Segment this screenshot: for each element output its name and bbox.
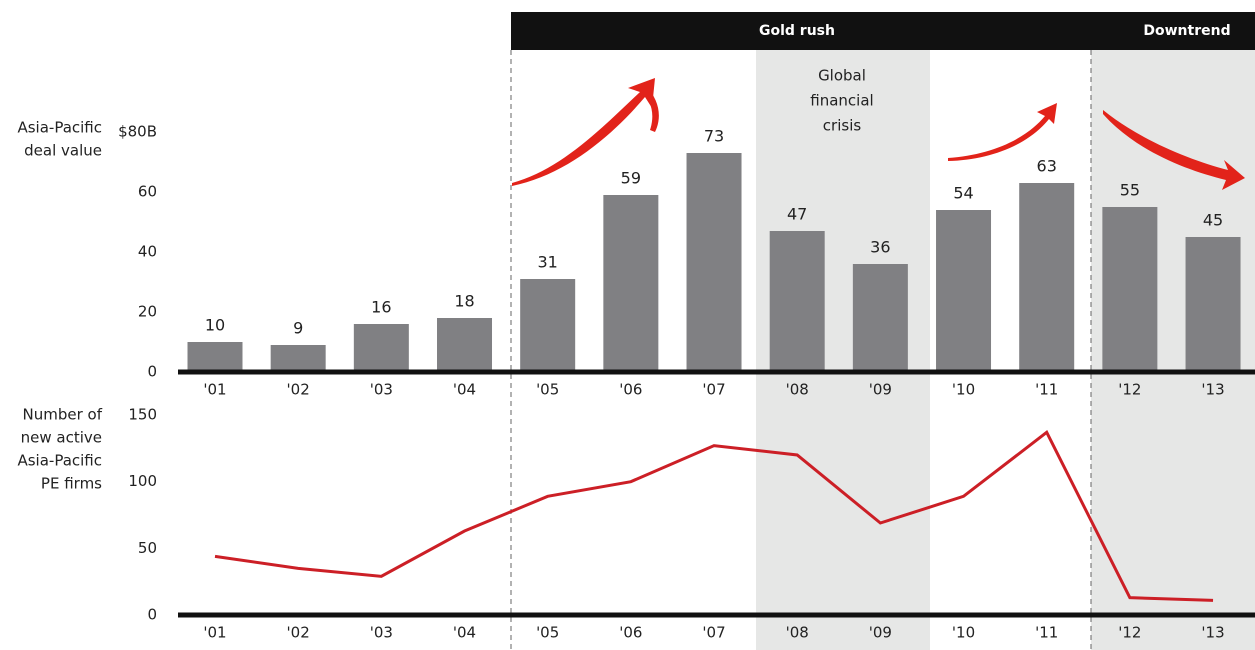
x-tick-label: '01 (203, 381, 226, 399)
y-tick-label: $80B (118, 123, 157, 141)
value-label: 31 (538, 253, 558, 272)
x-tick-label: '13 (1201, 624, 1224, 642)
x-tick-label: '10 (952, 624, 975, 642)
value-label: 55 (1120, 181, 1140, 200)
y-tick-label: 40 (138, 243, 157, 261)
x-tick-label: '11 (1035, 624, 1058, 642)
x-tick-label: '11 (1035, 381, 1058, 399)
y-axis-label: Asia-Pacific (17, 119, 102, 137)
bar (1019, 183, 1075, 372)
value-label: 45 (1203, 211, 1223, 230)
trend-arrows (512, 78, 1245, 190)
x-tick-label: '07 (702, 381, 725, 399)
bar (187, 342, 243, 372)
value-label: 16 (371, 298, 391, 317)
value-label: 18 (454, 292, 474, 311)
y-tick-label: 0 (147, 363, 157, 381)
y-axis-label: Asia-Pacific (17, 452, 102, 470)
y-axis-label: deal value (24, 142, 102, 160)
y-axis-label: Number of (23, 406, 103, 424)
x-tick-label: '05 (536, 381, 559, 399)
x-tick-label: '10 (952, 381, 975, 399)
period-label: Gold rush (759, 23, 835, 39)
bar (353, 324, 409, 372)
x-tick-label: '12 (1118, 624, 1141, 642)
x-tick-label: '08 (786, 381, 809, 399)
bar (1102, 207, 1158, 372)
y-tick-label: 150 (128, 406, 157, 424)
x-tick-label: '03 (370, 381, 393, 399)
y-tick-label: 100 (128, 472, 157, 490)
bar (1185, 237, 1241, 372)
line (214, 430, 1214, 602)
period-label: Downtrend (1143, 23, 1230, 39)
x-tick-label: '05 (536, 624, 559, 642)
value-label: 63 (1037, 157, 1057, 176)
x-tick-label: '02 (287, 381, 310, 399)
x-tick-label: '09 (869, 381, 892, 399)
x-tick-label: '09 (869, 624, 892, 642)
bar (769, 231, 825, 372)
y-axis-label: new active (21, 429, 102, 447)
x-tick-label: '02 (287, 624, 310, 642)
bar (936, 210, 992, 372)
y-axis-label: PE firms (41, 475, 102, 493)
crisis-label: financial (810, 92, 873, 110)
value-label: 10 (205, 316, 225, 335)
x-tick-label: '07 (702, 624, 725, 642)
value-label: 54 (953, 184, 973, 203)
x-tick-label: '06 (619, 624, 642, 642)
x-tick-label: '08 (786, 624, 809, 642)
value-label: 47 (787, 205, 807, 224)
x-tick-label: '13 (1201, 381, 1224, 399)
y-tick-label: 50 (138, 539, 157, 557)
crisis-label: Global (818, 67, 866, 85)
bar (520, 279, 576, 372)
value-label: 36 (870, 238, 890, 257)
period-header (511, 12, 1255, 50)
value-label: 73 (704, 127, 724, 146)
y-tick-label: 0 (147, 606, 157, 624)
value-label: 59 (621, 169, 641, 188)
x-tick-label: '03 (370, 624, 393, 642)
bar (852, 264, 908, 372)
bar (437, 318, 493, 372)
bar (270, 345, 326, 372)
x-tick-label: '04 (453, 624, 476, 642)
y-tick-label: 20 (138, 303, 157, 321)
y-tick-label: 60 (138, 183, 157, 201)
x-tick-label: '04 (453, 381, 476, 399)
x-tick-label: '06 (619, 381, 642, 399)
x-tick-label: '01 (203, 624, 226, 642)
crisis-label: crisis (823, 117, 862, 135)
x-tick-label: '12 (1118, 381, 1141, 399)
value-label: 9 (293, 319, 303, 338)
bar (603, 195, 659, 372)
bar (686, 153, 742, 372)
